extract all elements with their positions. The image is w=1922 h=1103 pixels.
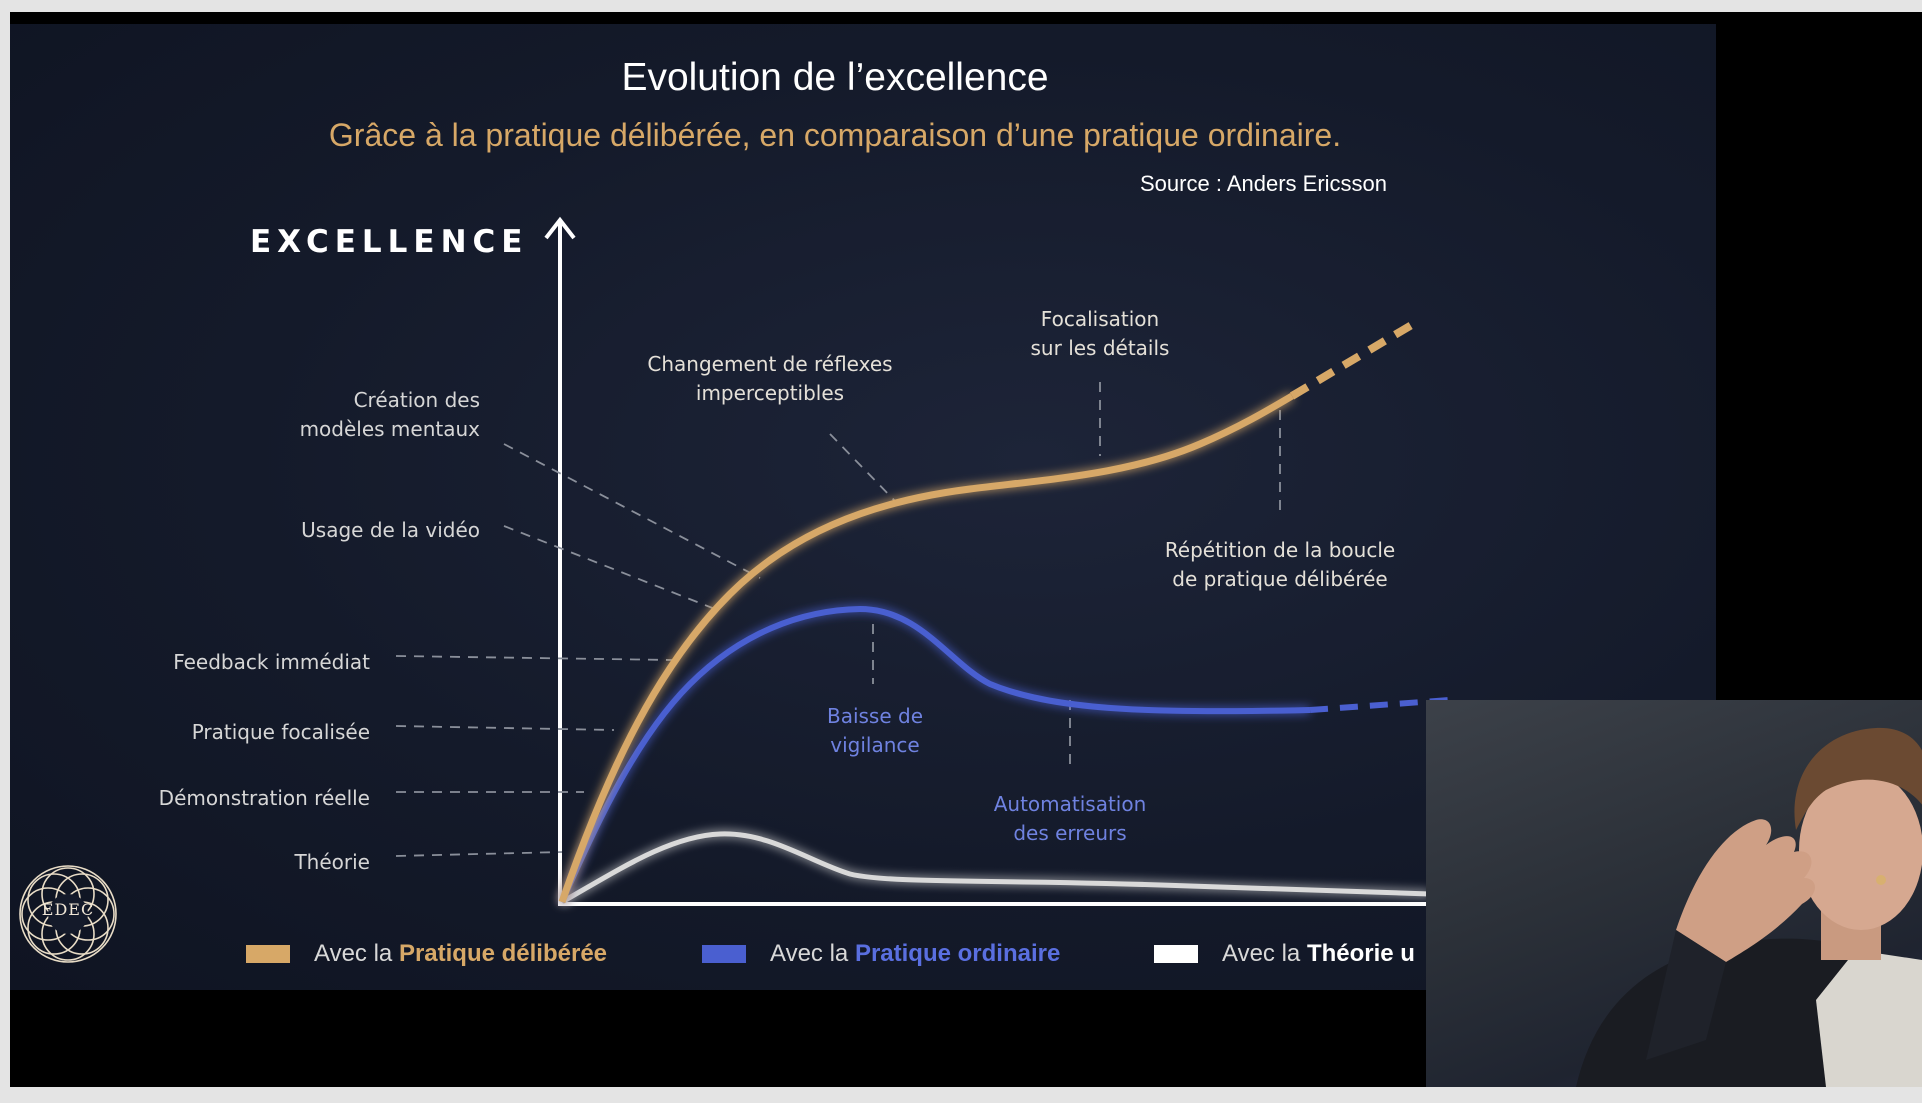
- legend-item-ordinary: Avec la Pratique ordinaire: [702, 934, 1060, 974]
- annotation-line: Automatisation: [993, 792, 1147, 816]
- annotation-line: Répétition de la boucle: [1164, 538, 1396, 562]
- stage-label-line: modèles mentaux: [299, 417, 480, 441]
- annotation-repetition: Répétition de la boucle de pratique déli…: [1130, 536, 1430, 594]
- annotation-line: vigilance: [830, 733, 920, 757]
- legend-label: Avec la Pratique délibérée: [314, 940, 608, 967]
- stage-label-line: Création des: [353, 388, 480, 412]
- annotation-line: imperceptibles: [695, 381, 845, 405]
- slide-subtitle: Grâce à la pratique délibérée, en compar…: [328, 117, 1342, 153]
- logo-text: EDEC: [41, 900, 95, 919]
- stage-label-theory: Théorie: [294, 850, 370, 874]
- stage-label-feedback: Feedback immédiat: [173, 650, 370, 674]
- legend-swatch-gold: [246, 945, 290, 963]
- leader-line-theory: [395, 851, 563, 857]
- excellence-chart: [395, 216, 1451, 906]
- annotation-reflexes: Changement de réflexes imperceptibles: [620, 350, 920, 408]
- annotation-line: sur les détails: [1030, 336, 1170, 360]
- annotation-line: des erreurs: [1013, 821, 1127, 845]
- presenter-video-icon: [1576, 727, 1922, 1087]
- legend-swatch-blue: [702, 945, 746, 963]
- leader-line-video: [503, 525, 716, 610]
- legend-swatch-white: [1154, 945, 1198, 963]
- y-axis-label: EXCELLENCE: [250, 224, 529, 260]
- video-player[interactable]: Evolution de l’excellence Grâce à la pra…: [10, 12, 1922, 1087]
- stage-label-demonstration: Démonstration réelle: [158, 786, 370, 810]
- edec-logo-icon: [19, 865, 117, 963]
- annotation-line: Baisse de: [826, 704, 924, 728]
- annotation-line: Changement de réflexes: [647, 352, 893, 376]
- annotation-vigilance: Baisse de vigilance: [790, 702, 960, 760]
- leader-line-reflexes: [829, 433, 896, 502]
- annotation-line: Focalisation: [1040, 307, 1160, 331]
- theory-curve: [560, 831, 1431, 905]
- deliberate-practice-curve: [558, 392, 1294, 904]
- presenter-video-overlay: [1426, 700, 1922, 1087]
- leader-line-feedback: [395, 655, 673, 661]
- stage-label-mental-models: Création des modèles mentaux: [240, 386, 480, 444]
- legend-label: Avec la Théorie u: [1222, 940, 1415, 967]
- stage-label-focused-practice: Pratique focalisée: [191, 720, 370, 744]
- stage-label-video: Usage de la vidéo: [301, 518, 480, 542]
- leader-line-focused: [395, 725, 615, 731]
- legend-item-theory: Avec la Théorie u: [1154, 934, 1415, 974]
- annotation-automation: Automatisation des erreurs: [960, 790, 1180, 848]
- legend-label: Avec la Pratique ordinaire: [770, 940, 1061, 967]
- y-axis-arrow-icon: [544, 216, 576, 240]
- deliberate-practice-curve-dashed: [1289, 316, 1423, 400]
- ordinary-practice-curve-dashed: [1309, 697, 1451, 713]
- source-credit: Source : Anders Ericsson: [1140, 171, 1388, 196]
- ordinary-practice-curve: [559, 605, 1311, 904]
- annotation-details: Focalisation sur les détails: [990, 305, 1210, 363]
- annotation-line: de pratique délibérée: [1172, 567, 1388, 591]
- presentation-slide: Evolution de l’excellence Grâce à la pra…: [10, 24, 1716, 990]
- leader-line-mental-models: [503, 443, 761, 579]
- legend-item-deliberate: Avec la Pratique délibérée: [246, 934, 607, 974]
- slide-title: Evolution de l’excellence: [621, 56, 1049, 99]
